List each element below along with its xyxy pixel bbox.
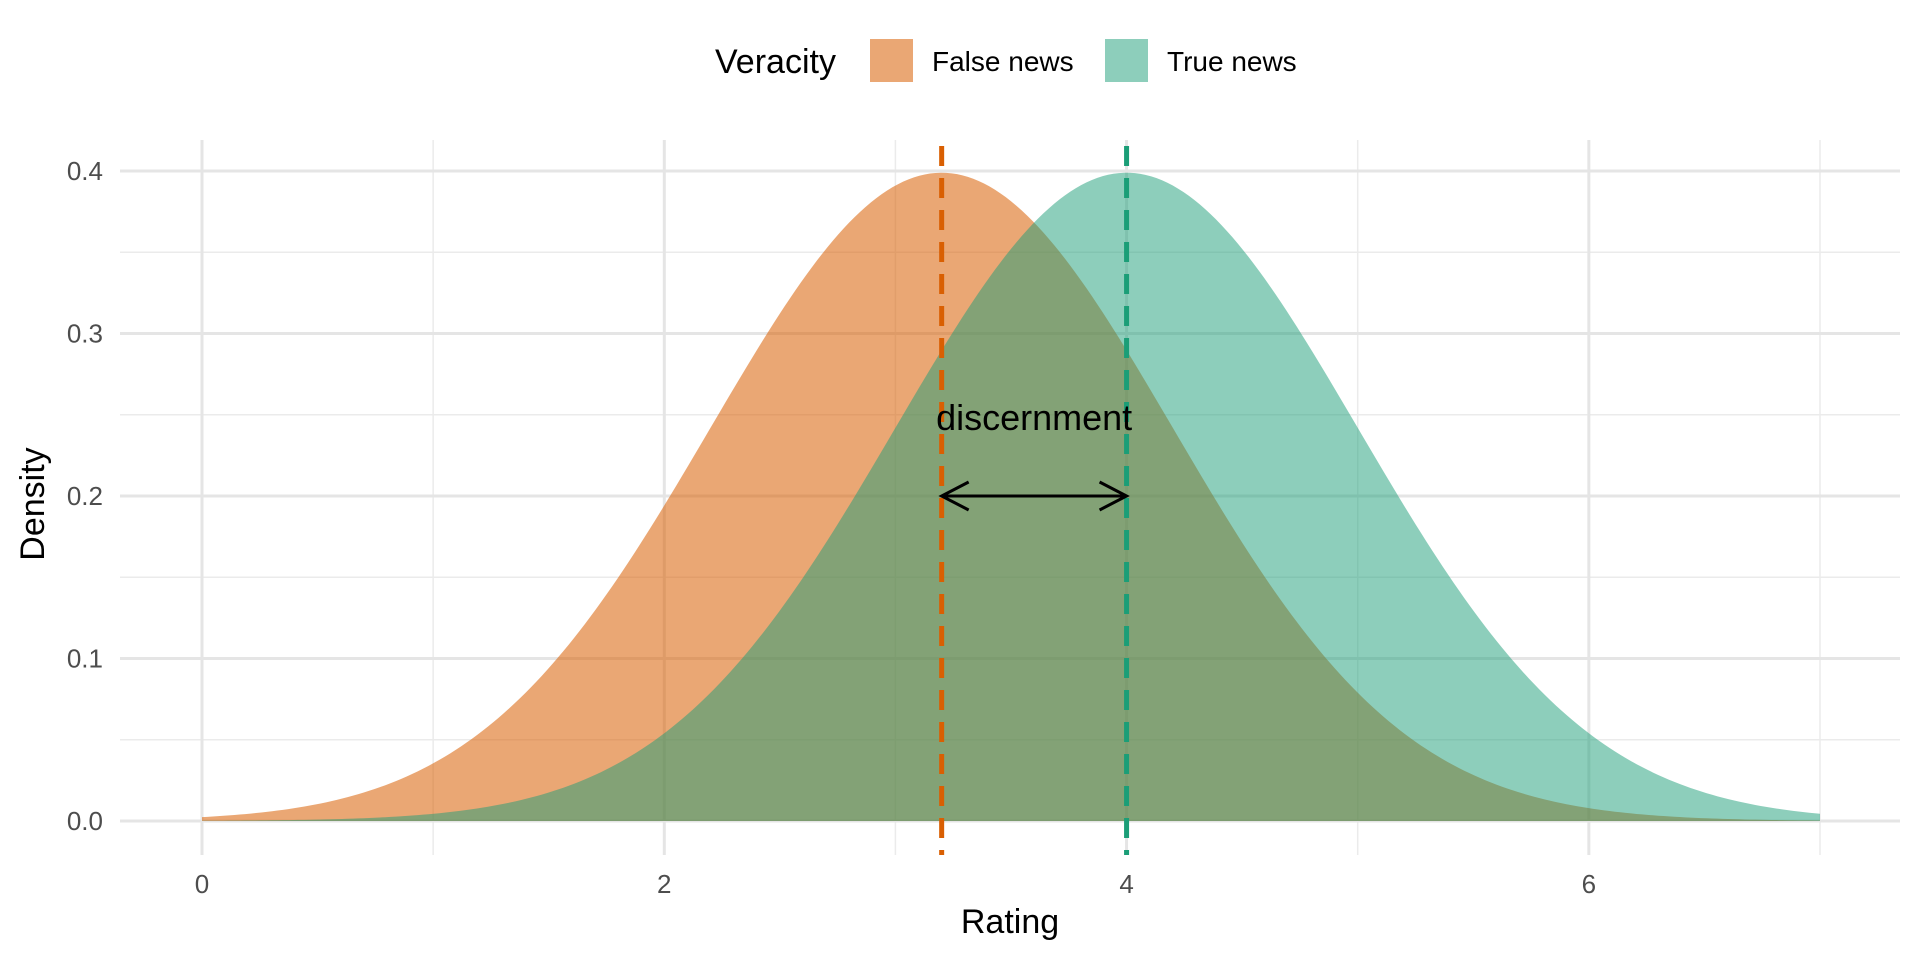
legend-swatch-false-news [870,39,913,82]
legend-swatch-true-news [1105,39,1148,82]
discernment-arrow-head-left [938,480,970,512]
y-axis-title: Density [14,447,52,560]
legend-label-true-news: True news [1167,46,1297,77]
annotations: discernment [936,397,1132,512]
x-axis-title: Rating [961,903,1059,941]
y-tick-label: 0.4 [67,156,103,186]
tick-labels: 0 2 4 6 0.0 0.1 0.2 0.3 0.4 [67,156,1596,899]
legend-title: Veracity [715,43,836,81]
x-tick-label: 2 [657,869,671,899]
legend: Veracity False news True news [715,39,1297,82]
legend-label-false-news: False news [932,46,1074,77]
discernment-label: discernment [936,397,1132,438]
x-tick-label: 0 [195,869,209,899]
mean-lines [939,146,1130,855]
y-tick-label: 0.3 [67,319,103,349]
y-tick-label: 0.2 [67,481,103,511]
discernment-arrow-head-right [1098,480,1130,512]
x-tick-label: 4 [1119,869,1133,899]
y-tick-label: 0.1 [67,644,103,674]
x-tick-label: 6 [1582,869,1596,899]
y-tick-label: 0.0 [67,806,103,836]
